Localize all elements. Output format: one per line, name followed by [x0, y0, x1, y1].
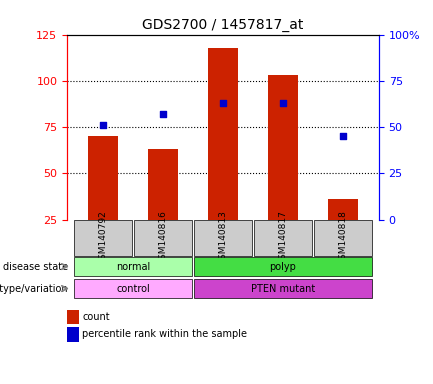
- Point: [160, 111, 167, 117]
- Text: GSM140817: GSM140817: [278, 210, 288, 265]
- Point: [100, 122, 107, 128]
- Bar: [268, 75, 298, 266]
- FancyBboxPatch shape: [134, 220, 192, 256]
- Title: GDS2700 / 1457817_at: GDS2700 / 1457817_at: [142, 18, 304, 32]
- FancyBboxPatch shape: [74, 279, 192, 298]
- Point: [220, 100, 226, 106]
- Text: GSM140813: GSM140813: [219, 210, 227, 265]
- Text: count: count: [82, 312, 110, 322]
- Text: control: control: [116, 283, 150, 293]
- FancyBboxPatch shape: [194, 220, 252, 256]
- Text: GSM140816: GSM140816: [158, 210, 168, 265]
- FancyBboxPatch shape: [74, 257, 192, 276]
- FancyBboxPatch shape: [254, 220, 312, 256]
- FancyBboxPatch shape: [194, 257, 372, 276]
- Bar: [148, 149, 178, 266]
- Text: GSM140792: GSM140792: [99, 210, 107, 265]
- Point: [279, 100, 286, 106]
- Text: percentile rank within the sample: percentile rank within the sample: [82, 329, 247, 339]
- Bar: [208, 48, 238, 266]
- Text: PTEN mutant: PTEN mutant: [251, 283, 315, 293]
- Text: genotype/variation: genotype/variation: [0, 283, 68, 293]
- Point: [339, 133, 346, 139]
- Text: normal: normal: [116, 262, 150, 271]
- FancyBboxPatch shape: [74, 220, 132, 256]
- Bar: [328, 199, 358, 266]
- FancyBboxPatch shape: [314, 220, 372, 256]
- Text: polyp: polyp: [269, 262, 296, 271]
- FancyBboxPatch shape: [194, 279, 372, 298]
- Text: disease state: disease state: [3, 262, 68, 271]
- Bar: [88, 136, 118, 266]
- Text: GSM140818: GSM140818: [339, 210, 347, 265]
